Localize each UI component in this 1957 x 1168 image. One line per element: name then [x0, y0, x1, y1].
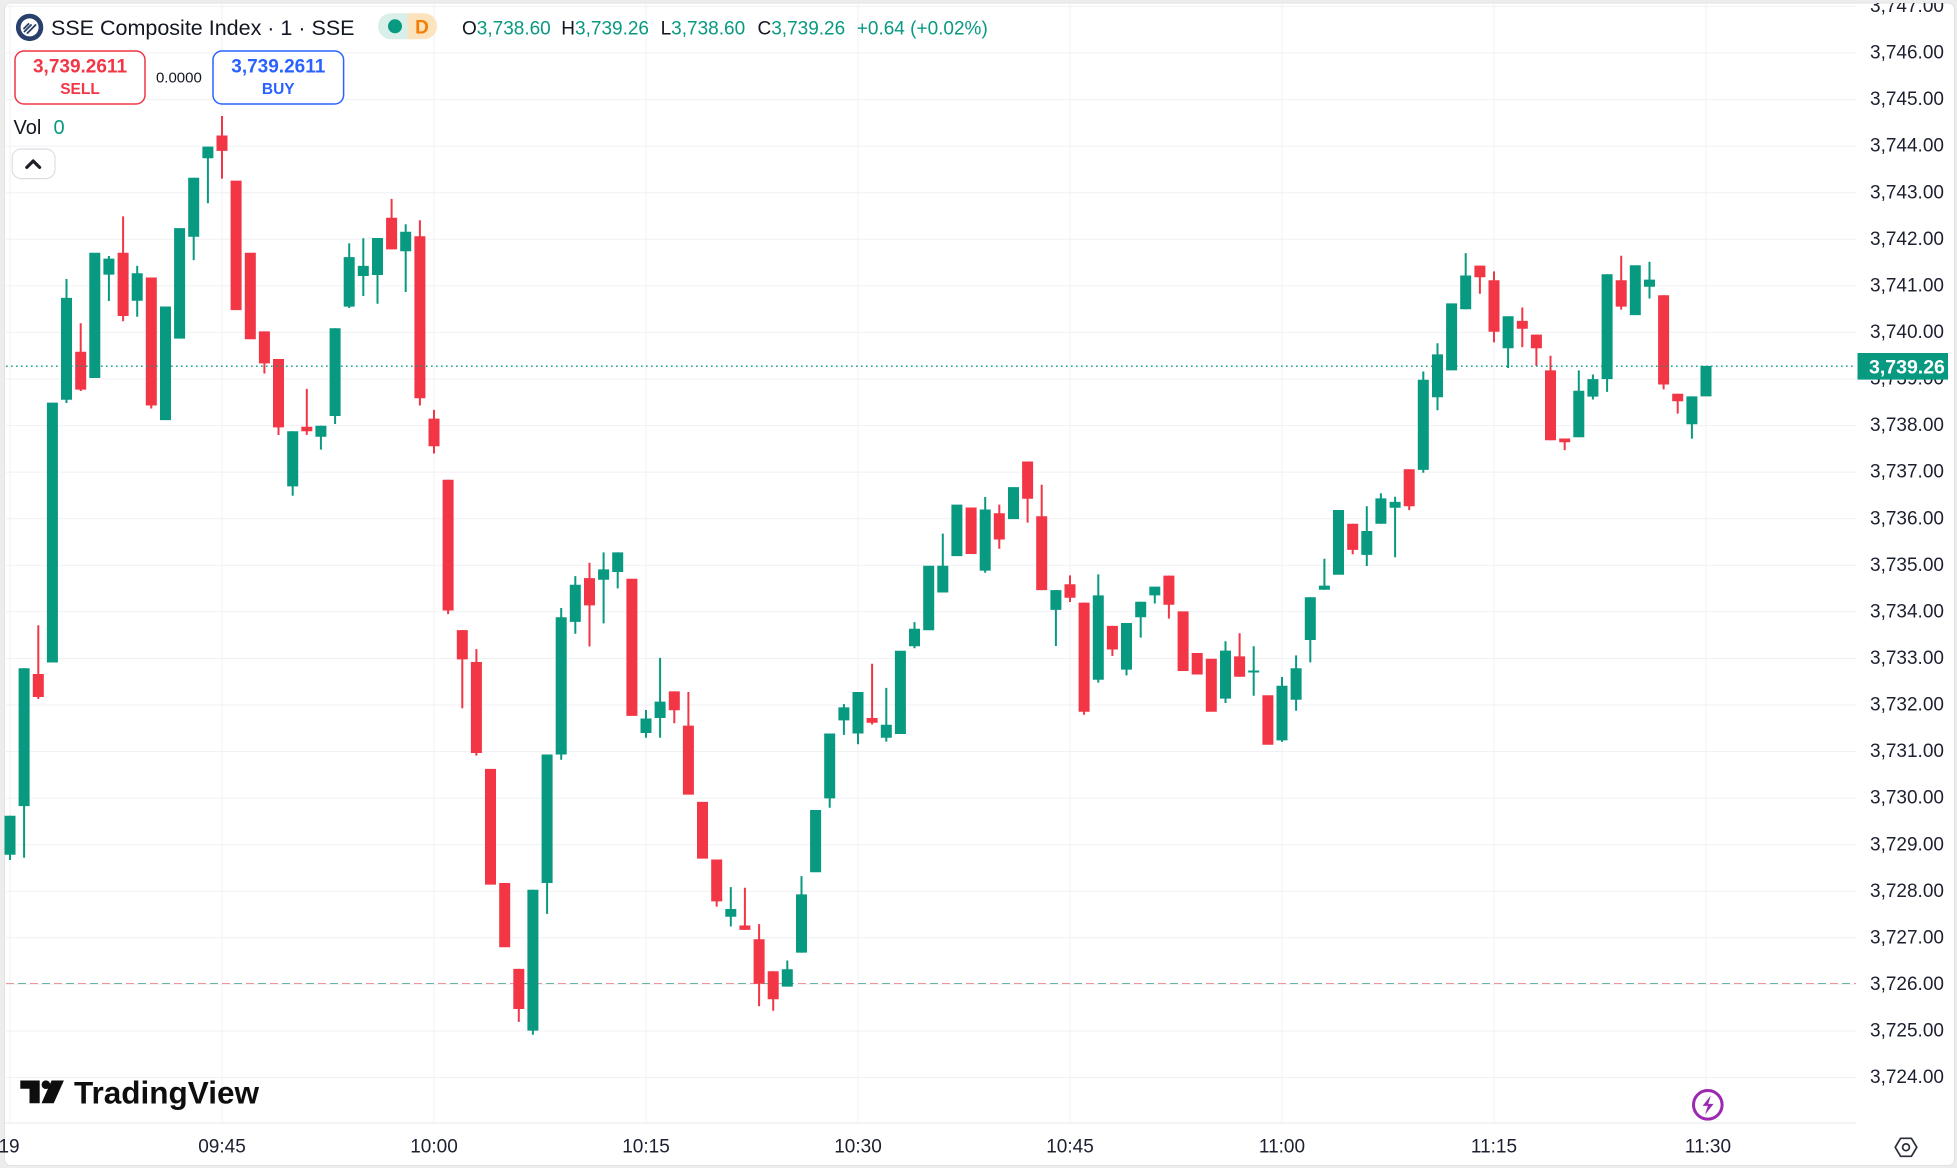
svg-text:0.0000: 0.0000 — [156, 70, 202, 87]
svg-text:3,731.00: 3,731.00 — [1870, 741, 1944, 762]
svg-text:3,747.00: 3,747.00 — [1870, 0, 1944, 17]
svg-text:3,741.00: 3,741.00 — [1870, 276, 1944, 297]
svg-text:3,730.00: 3,730.00 — [1870, 788, 1944, 809]
svg-text:3,725.00: 3,725.00 — [1870, 1021, 1944, 1042]
svg-text:3,726.00: 3,726.00 — [1870, 974, 1944, 995]
svg-text:3,746.00: 3,746.00 — [1870, 43, 1944, 64]
svg-text:3,742.00: 3,742.00 — [1870, 229, 1944, 250]
svg-text:10:00: 10:00 — [410, 1137, 458, 1158]
svg-text:O3,738.60: O3,738.60 — [462, 18, 551, 39]
svg-text:3,737.00: 3,737.00 — [1870, 462, 1944, 483]
svg-text:C3,739.26: C3,739.26 — [758, 18, 846, 39]
svg-text:TradingView: TradingView — [74, 1074, 259, 1110]
svg-text:3,739.2611: 3,739.2611 — [231, 57, 325, 78]
svg-text:3,739.2611: 3,739.2611 — [33, 57, 127, 78]
svg-text:11:30: 11:30 — [1685, 1137, 1731, 1158]
svg-text:3,735.00: 3,735.00 — [1870, 555, 1944, 576]
svg-text:3,743.00: 3,743.00 — [1870, 182, 1944, 203]
svg-text:3,734.00: 3,734.00 — [1870, 601, 1944, 622]
svg-text:3,744.00: 3,744.00 — [1870, 136, 1944, 157]
svg-text:SELL: SELL — [60, 81, 100, 98]
svg-text:3,745.00: 3,745.00 — [1870, 89, 1944, 110]
svg-text:3,732.00: 3,732.00 — [1870, 695, 1944, 716]
svg-text:09:45: 09:45 — [198, 1137, 246, 1158]
svg-text:19: 19 — [0, 1137, 20, 1158]
svg-text:11:15: 11:15 — [1471, 1137, 1517, 1158]
svg-text:H3,739.26: H3,739.26 — [561, 18, 649, 39]
svg-text:10:15: 10:15 — [622, 1137, 670, 1158]
svg-text:L3,738.60: L3,738.60 — [661, 18, 746, 39]
svg-text:3,740.00: 3,740.00 — [1870, 322, 1944, 343]
svg-text:3,733.00: 3,733.00 — [1870, 648, 1944, 669]
svg-text:3,728.00: 3,728.00 — [1870, 881, 1944, 902]
svg-text:3,727.00: 3,727.00 — [1870, 927, 1944, 948]
svg-text:10:30: 10:30 — [834, 1137, 882, 1158]
svg-text:11:00: 11:00 — [1259, 1137, 1305, 1158]
svg-text:Vol: Vol — [14, 117, 42, 139]
svg-text:0: 0 — [54, 117, 65, 139]
svg-text:3,739.26: 3,739.26 — [1869, 356, 1945, 378]
svg-text:3,738.00: 3,738.00 — [1870, 415, 1944, 436]
svg-text:3,729.00: 3,729.00 — [1870, 834, 1944, 855]
svg-text:3,736.00: 3,736.00 — [1870, 508, 1944, 529]
svg-text:3,724.00: 3,724.00 — [1870, 1067, 1944, 1088]
svg-text:10:45: 10:45 — [1046, 1137, 1094, 1158]
svg-text:D: D — [415, 17, 429, 38]
svg-text:+0.64 (+0.02%): +0.64 (+0.02%) — [857, 18, 988, 39]
svg-text:SSE Composite Index · 1 · SSE: SSE Composite Index · 1 · SSE — [51, 16, 355, 40]
svg-text:BUY: BUY — [262, 81, 295, 98]
